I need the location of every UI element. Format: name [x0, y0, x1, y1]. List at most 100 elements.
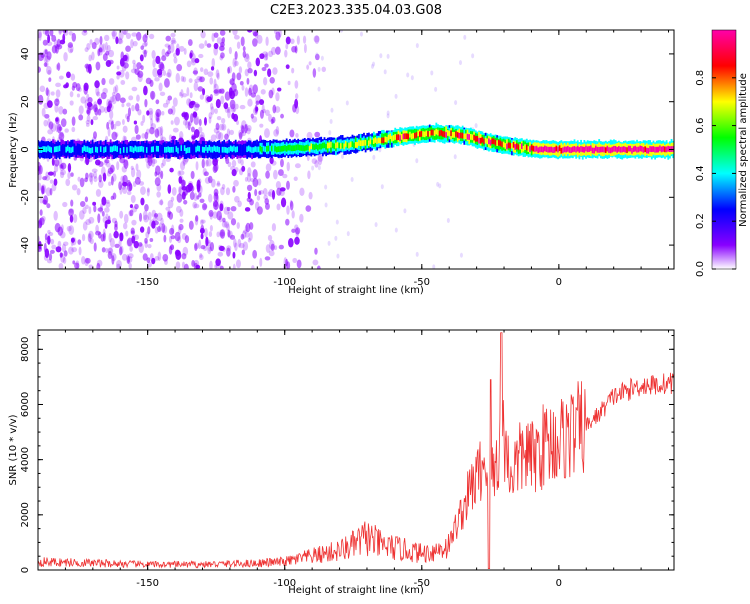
spectrogram-ridge-cell: [376, 138, 379, 145]
spectrogram-noise-cell: [102, 232, 106, 242]
spectrogram-noise-cell: [143, 85, 148, 96]
spectrogram-ridge-cell: [506, 143, 508, 150]
spectrogram-noise-cell: [201, 158, 205, 169]
spectrogram-noise-cell: [154, 256, 160, 261]
spectrogram-noise-cell: [131, 86, 138, 92]
spectrogram-noise-cell: [256, 34, 263, 44]
spectrogram-ridge-cell: [494, 139, 497, 146]
spectrogram-noise-cell: [221, 220, 228, 228]
spectrogram-noise-cell: [163, 234, 167, 243]
spectrogram-ridge-cell: [512, 141, 515, 148]
spectrogram-ridge-cell: [205, 145, 207, 151]
spectrogram-ridge-cell: [303, 145, 306, 152]
snr-panel: -150 -100 -50 0 0 2000 4000 6000 8000 Height of…: [8, 329, 675, 596]
spectrogram-noise-cell: [99, 105, 106, 113]
spectrogram-ridge-cell: [465, 133, 467, 140]
spectrogram-noise-cell: [233, 179, 239, 187]
spectrogram-ridge-cell: [560, 147, 563, 154]
spectrogram-noise-cell: [204, 227, 208, 238]
spectrogram-noise-cell: [229, 78, 235, 86]
spectrogram-noise-cell: [198, 76, 203, 83]
spectrogram-ridge-cell: [200, 146, 203, 152]
spectrogram-noise-cell: [267, 68, 272, 77]
spectrogram-noise-cell: [329, 118, 333, 124]
spectrogram-ridge-cell: [594, 145, 597, 152]
spectrogram-noise-cell: [317, 153, 324, 162]
spectrogram-noise-cell: [84, 177, 88, 183]
spectrogram-noise-cell: [39, 197, 44, 204]
spectrogram-noise-cell: [60, 253, 65, 263]
spectrogram-noise-cell: [75, 83, 81, 92]
spectrogram-ridge-cell: [93, 145, 96, 152]
spectrogram-noise-cell: [220, 186, 225, 196]
spectrogram-noise-cell: [178, 176, 183, 184]
spectrogram-noise-cell: [198, 134, 204, 141]
spectrogram-noise-cell: [209, 212, 213, 220]
spectrogram-noise-cell: [314, 131, 321, 138]
spectrogram-noise-cell: [160, 217, 164, 226]
spectrogram-noise-cell: [386, 113, 390, 119]
spectrogram-ridge-cell: [42, 146, 45, 152]
spectrogram-ridge-cell: [410, 133, 413, 140]
spectrogram-ridge-cell: [548, 146, 551, 153]
spectrogram-noise-cell: [45, 87, 49, 96]
spectrogram-noise-cell: [314, 35, 320, 45]
spectrogram-noise-cell: [213, 89, 219, 94]
spectrogram-ridge-cell: [106, 146, 109, 153]
spectrogram-noise-cell: [259, 53, 265, 60]
spectrogram-noise-cell: [48, 232, 54, 237]
spectrogram-noise-cell: [370, 63, 374, 69]
spectrogram-ridge-cell: [529, 146, 532, 152]
spectrogram-noise-cell: [150, 118, 154, 127]
spectrogram-ridge-cell: [127, 146, 130, 153]
spectrogram-ridge-cell: [229, 145, 232, 152]
spectrogram-noise-cell: [205, 158, 212, 167]
spectrogram-noise-cell: [71, 237, 77, 246]
spectrogram-ridge-cell: [203, 147, 206, 153]
spectrogram-noise-cell: [250, 113, 254, 119]
spectrogram-ridge-cell: [364, 139, 367, 146]
spectrogram-noise-cell: [147, 211, 152, 221]
spectrogram-noise-cell: [45, 61, 49, 68]
spectrogram-noise-cell: [128, 262, 132, 269]
spectrogram-noise-cell: [122, 30, 129, 35]
spectrogram-ridge-cell: [486, 138, 489, 145]
spectrogram-noise-cell: [230, 218, 237, 226]
spectrogram-ridge-cell: [493, 138, 495, 145]
spectrogram-noise-cell: [198, 43, 205, 49]
spectrogram-noise-cell: [192, 111, 198, 118]
spectrogram-noise-cell: [274, 245, 278, 251]
spectrogram-noise-cell: [193, 116, 199, 125]
spectrogram-noise-cell: [246, 127, 251, 135]
spectrogram-noise-cell: [181, 252, 187, 260]
spectrogram-noise-cell: [138, 243, 144, 254]
spectrogram-ridge-cell: [468, 134, 471, 140]
spectrogram-noise-cell: [116, 161, 120, 171]
spectrogram-noise-cell: [134, 203, 139, 210]
spectrogram-ridge-cell: [182, 147, 184, 153]
spectrogram-noise-cell: [128, 95, 134, 101]
spectrogram-noise-cell: [183, 199, 188, 205]
spectrogram-ridge-cell: [488, 138, 490, 145]
spectrogram-ridge-cell: [379, 137, 382, 144]
spectrogram-noise-cell: [181, 232, 187, 240]
spectrogram-noise-cell: [226, 206, 231, 212]
spectrogram-noise-cell: [105, 201, 111, 208]
spectrogram-noise-cell: [228, 46, 232, 55]
spectrogram-noise-cell: [108, 49, 115, 58]
spectrogram-ridge-cell: [591, 147, 594, 154]
spectrogram-noise-cell: [144, 240, 148, 249]
spectrogram-noise-cell: [203, 68, 209, 76]
spectrogram-noise-cell: [244, 231, 250, 238]
spectrogram-noise-cell: [208, 231, 213, 238]
spectrogram-noise-cell: [161, 48, 166, 57]
figure-title: C2E3.2023.335.04.03.G08: [270, 3, 442, 18]
spectrogram-noise-cell: [199, 254, 204, 261]
spectrogram-noise-cell: [89, 172, 95, 178]
spectrogram-noise-cell: [51, 45, 58, 54]
spectrogram-noise-cell: [145, 77, 152, 85]
spectrogram-noise-cell: [109, 237, 115, 248]
spectrogram-noise-cell: [101, 77, 106, 86]
spectrogram-noise-cell: [255, 94, 261, 104]
spectrogram-noise-cell: [122, 118, 125, 126]
